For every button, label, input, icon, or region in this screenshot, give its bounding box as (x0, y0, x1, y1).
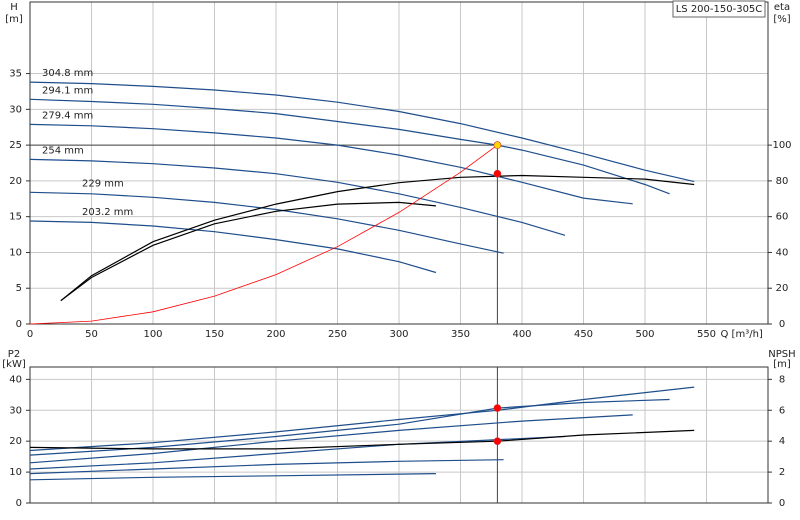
curve (29, 123, 633, 205)
y2-tick-label: 6 (779, 405, 785, 416)
curve (60, 201, 436, 302)
y2-tick-label: 40 (776, 247, 789, 258)
x-tick-label: 450 (574, 329, 593, 340)
x-tick-label: 100 (143, 329, 162, 340)
x-tick-label: 350 (451, 329, 470, 340)
x-tick-label: 550 (697, 329, 716, 340)
y2-tick-label: 0 (779, 498, 785, 509)
curve (29, 220, 437, 274)
x-tick-label: 400 (512, 329, 531, 340)
operating-point (493, 404, 502, 412)
y-tick-label: 30 (9, 405, 22, 416)
curve (29, 429, 695, 450)
curve (29, 473, 436, 481)
y2-tick-label: 2 (779, 467, 785, 478)
x-axis-label: Q [m³/h] (721, 329, 763, 340)
curve (29, 398, 670, 456)
y2-tick-label: 0 (779, 319, 785, 330)
curve (29, 144, 498, 325)
y-tick-label: 30 (9, 104, 22, 115)
x-tick-label: 50 (85, 329, 98, 340)
y-axis-unit: [m] (5, 14, 23, 25)
y-tick-label: 20 (9, 176, 22, 187)
curve (60, 174, 695, 302)
x-tick-label: 0 (27, 329, 33, 340)
y-tick-label: 0 (16, 319, 22, 330)
y2-tick-label: 4 (779, 436, 785, 447)
y-tick-label: 5 (16, 283, 22, 294)
x-tick-label: 300 (389, 329, 408, 340)
y2-tick-label: 8 (779, 374, 785, 385)
operating-point (493, 437, 502, 445)
curve-label: 254 mm (42, 145, 84, 156)
y2-axis-unit: [%] (773, 14, 790, 25)
x-tick-label: 150 (205, 329, 224, 340)
y2-axis-unit: [m] (773, 359, 791, 370)
y-tick-label: 35 (9, 69, 22, 80)
curve-label: 279.4 mm (42, 110, 93, 121)
y2-tick-label: 80 (776, 176, 789, 187)
y-tick-label: 40 (9, 374, 22, 385)
y-tick-label: 10 (9, 467, 22, 478)
y2-tick-label: 60 (776, 212, 789, 223)
title-box (672, 0, 766, 18)
y2-axis-label: NPSH (768, 349, 795, 360)
y-axis-label: P2 (8, 349, 20, 360)
x-tick-label: 500 (635, 329, 654, 340)
plot-frame (29, 366, 769, 504)
curve-label: 304.8 mm (42, 68, 93, 79)
y-tick-label: 0 (16, 498, 22, 509)
operating-point (493, 169, 502, 178)
curve (29, 191, 504, 254)
y2-tick-label: 100 (772, 140, 791, 151)
y-tick-label: 10 (9, 247, 22, 258)
y2-axis-label: eta (774, 2, 790, 13)
x-tick-label: 250 (328, 329, 347, 340)
curve (29, 98, 670, 195)
curve-label: 294.1 mm (42, 85, 93, 96)
curve (29, 386, 695, 452)
y-tick-label: 15 (9, 212, 22, 223)
x-tick-label: 200 (266, 329, 285, 340)
y-tick-label: 25 (9, 140, 22, 151)
operating-point (493, 141, 502, 149)
curve-label: 229 mm (82, 178, 124, 189)
curve (29, 459, 504, 475)
y-tick-label: 20 (9, 436, 22, 447)
curve (29, 81, 695, 183)
curve-label: 203.2 mm (82, 207, 133, 218)
plot-frame (29, 1, 769, 325)
curve (29, 435, 566, 470)
y-axis-label: H (10, 2, 18, 13)
curve (29, 414, 633, 464)
chart-title: LS 200-150-305C (676, 4, 763, 15)
curve (29, 158, 566, 236)
y2-tick-label: 20 (776, 283, 789, 294)
y-axis-unit: [kW] (2, 359, 26, 370)
